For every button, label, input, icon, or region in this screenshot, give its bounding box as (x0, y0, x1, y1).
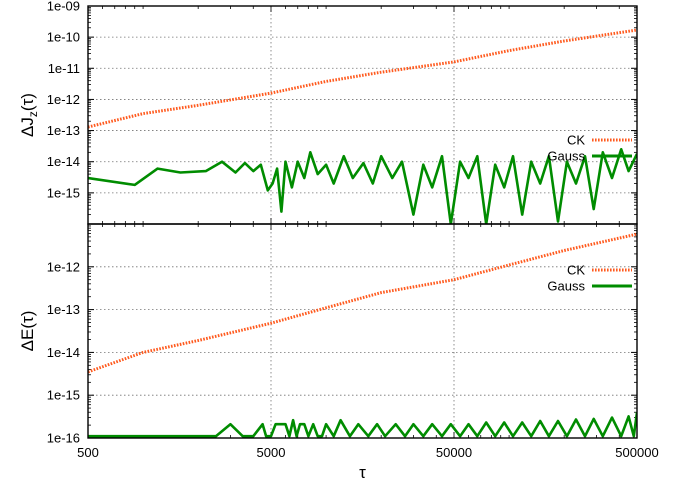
y-axis-title-top: ΔJz(τ) (18, 93, 40, 137)
y-tick-label: 1e-09 (47, 0, 80, 14)
panel-1: 1e-15 1e-14 1e-13 1e-12 1e-11 1e-10 1e-09 CKGau… (47, 0, 638, 225)
y-title-sub: z (26, 111, 40, 117)
x-tick-label: 5000 (257, 445, 286, 460)
y-axis-title-bottom: ΔE(τ) (18, 311, 37, 352)
legend-label-gauss: Gauss (547, 279, 585, 294)
y-title-main: ΔJ (18, 117, 37, 137)
x-tick-label: 500000 (615, 445, 658, 460)
series-line-gauss (88, 412, 637, 438)
x-tick-label: 500 (77, 445, 99, 460)
y-tick-label: 1e-12 (47, 92, 80, 107)
y-tick-label: 1e-13 (47, 123, 80, 138)
series-line-gauss (88, 148, 637, 224)
y-tick-label: 1e-15 (47, 185, 80, 200)
y-tick-label: 1e-10 (47, 30, 80, 45)
legend-label-ck: CK (567, 263, 585, 278)
y-tick-label: 1e-11 (48, 61, 80, 76)
y-tick-label: 1e-13 (47, 302, 80, 317)
y-tick-label: 1e-14 (47, 345, 80, 360)
series-line-ck (88, 28, 637, 129)
plot-frame (87, 223, 638, 439)
y-tick-label: 1e-15 (47, 388, 80, 403)
panels: 1e-151e-141e-131e-121e-111e-101e-09CKGau… (18, 0, 659, 482)
y-tick-label: 1e-16 (47, 431, 80, 446)
series-line-ck (88, 232, 637, 374)
x-axis-title: τ (359, 463, 366, 482)
y-tick-label: 1e-12 (47, 259, 80, 274)
y-title-tail: (τ) (18, 93, 37, 111)
legend-label-ck: CK (567, 133, 585, 148)
x-tick-label: 50000 (436, 445, 472, 460)
legend-label-gauss: Gauss (547, 149, 585, 164)
y-tick-label: 1e-14 (47, 154, 80, 169)
